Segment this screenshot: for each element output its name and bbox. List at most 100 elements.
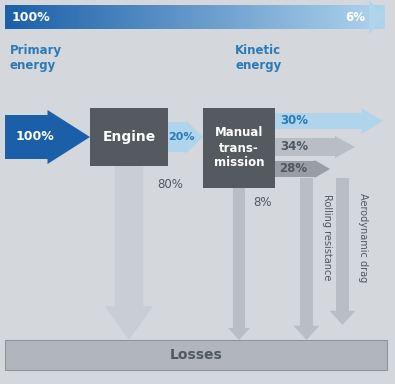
Bar bbox=[49, 5, 53, 29]
Bar bbox=[372, 5, 376, 29]
Polygon shape bbox=[329, 178, 356, 325]
Polygon shape bbox=[275, 160, 330, 178]
Bar bbox=[325, 5, 328, 29]
Polygon shape bbox=[228, 188, 250, 340]
Bar bbox=[53, 5, 56, 29]
Text: Kinetic
energy: Kinetic energy bbox=[235, 44, 281, 72]
Bar bbox=[201, 5, 205, 29]
Bar bbox=[299, 5, 303, 29]
Bar bbox=[290, 5, 293, 29]
Bar bbox=[71, 5, 75, 29]
Text: 80%: 80% bbox=[157, 178, 183, 191]
Bar bbox=[90, 5, 94, 29]
Bar bbox=[354, 5, 357, 29]
Text: 20%: 20% bbox=[168, 132, 195, 142]
Bar bbox=[287, 5, 290, 29]
Bar bbox=[56, 5, 59, 29]
Bar bbox=[170, 5, 173, 29]
Bar bbox=[5, 5, 8, 29]
Polygon shape bbox=[105, 166, 153, 340]
Bar bbox=[8, 5, 11, 29]
Bar bbox=[230, 5, 233, 29]
Bar bbox=[68, 5, 71, 29]
Bar bbox=[138, 5, 141, 29]
Bar bbox=[34, 5, 37, 29]
Bar bbox=[24, 5, 27, 29]
Bar bbox=[116, 5, 119, 29]
Bar bbox=[328, 5, 331, 29]
Bar bbox=[379, 5, 382, 29]
Bar bbox=[65, 5, 68, 29]
Bar bbox=[103, 5, 106, 29]
Text: 30%: 30% bbox=[280, 114, 308, 127]
Bar bbox=[318, 5, 322, 29]
Bar bbox=[132, 5, 135, 29]
Bar bbox=[217, 5, 220, 29]
Bar bbox=[46, 5, 49, 29]
Bar bbox=[249, 5, 252, 29]
Bar bbox=[189, 5, 192, 29]
Bar bbox=[376, 5, 379, 29]
Bar bbox=[274, 5, 277, 29]
Bar bbox=[322, 5, 325, 29]
Bar bbox=[119, 5, 122, 29]
Bar bbox=[331, 5, 334, 29]
Bar bbox=[312, 5, 315, 29]
Bar bbox=[164, 5, 167, 29]
Text: 8%: 8% bbox=[253, 196, 271, 209]
Text: 100%: 100% bbox=[12, 11, 51, 24]
Bar bbox=[179, 5, 182, 29]
Bar bbox=[81, 5, 84, 29]
Bar bbox=[284, 5, 287, 29]
Bar bbox=[293, 5, 296, 29]
Text: Rolling resistance: Rolling resistance bbox=[322, 194, 331, 281]
Bar bbox=[252, 5, 255, 29]
Bar bbox=[357, 5, 360, 29]
Bar bbox=[255, 5, 258, 29]
Bar bbox=[224, 5, 227, 29]
Bar bbox=[40, 5, 43, 29]
Bar bbox=[315, 5, 318, 29]
Bar bbox=[90, 108, 168, 166]
Bar bbox=[78, 5, 81, 29]
Text: 28%: 28% bbox=[279, 162, 307, 175]
Bar bbox=[43, 5, 46, 29]
Polygon shape bbox=[5, 110, 90, 164]
Polygon shape bbox=[369, 0, 385, 34]
Bar bbox=[382, 5, 385, 29]
Bar bbox=[113, 5, 116, 29]
Bar bbox=[246, 5, 249, 29]
Bar bbox=[347, 5, 350, 29]
Bar bbox=[340, 5, 344, 29]
Bar bbox=[62, 5, 65, 29]
Bar bbox=[344, 5, 347, 29]
Bar bbox=[147, 5, 150, 29]
Bar bbox=[59, 5, 62, 29]
Bar bbox=[369, 5, 372, 29]
Bar bbox=[125, 5, 128, 29]
Bar bbox=[97, 5, 100, 29]
Bar bbox=[198, 5, 201, 29]
Bar bbox=[233, 5, 236, 29]
Bar bbox=[236, 5, 239, 29]
Bar bbox=[167, 5, 170, 29]
Bar bbox=[182, 5, 186, 29]
Bar bbox=[366, 5, 369, 29]
Bar bbox=[75, 5, 78, 29]
Bar bbox=[122, 5, 125, 29]
Bar bbox=[205, 5, 208, 29]
Bar bbox=[186, 5, 189, 29]
Bar bbox=[100, 5, 103, 29]
Bar bbox=[309, 5, 312, 29]
Text: 34%: 34% bbox=[280, 141, 308, 154]
Bar bbox=[192, 5, 195, 29]
Bar bbox=[154, 5, 157, 29]
Bar bbox=[160, 5, 164, 29]
Bar bbox=[268, 5, 271, 29]
Bar bbox=[211, 5, 214, 29]
Bar bbox=[258, 5, 261, 29]
Bar bbox=[261, 5, 265, 29]
Bar bbox=[306, 5, 309, 29]
Bar bbox=[87, 5, 90, 29]
Bar bbox=[303, 5, 306, 29]
